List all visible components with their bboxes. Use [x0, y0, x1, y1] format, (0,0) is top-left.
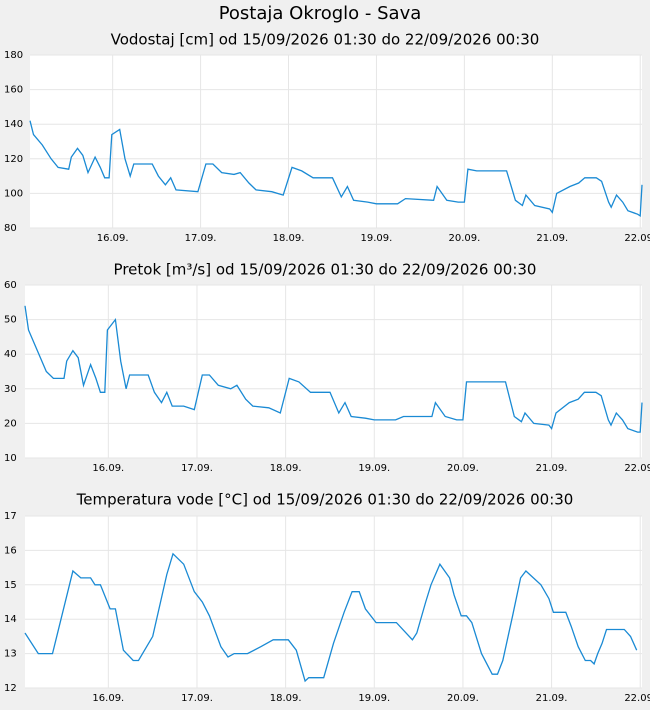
chart-title: Pretok [m³/s] od 15/09/2026 01:30 do 22/…	[114, 261, 537, 279]
x-tick-label: 21.09.	[536, 233, 568, 244]
x-tick-label: 16.09.	[97, 233, 129, 244]
x-tick-label: 20.09.	[447, 463, 479, 474]
y-tick-label: 80	[4, 223, 17, 234]
y-tick-label: 60	[4, 280, 17, 291]
x-tick-label: 19.09.	[358, 463, 390, 474]
y-tick-label: 180	[4, 50, 23, 61]
x-tick-label: 18.09.	[270, 693, 302, 704]
data-line	[29, 120, 643, 218]
y-tick-label: 20	[4, 418, 17, 429]
x-tick-label: 19.09.	[358, 693, 390, 704]
x-tick-label: 17.09.	[181, 693, 213, 704]
y-tick-label: 160	[4, 85, 23, 96]
y-tick-label: 13	[4, 649, 17, 660]
plot-area	[30, 55, 642, 228]
x-tick-label: 19.09.	[361, 233, 393, 244]
chart-title: Vodostaj [cm] od 15/09/2026 01:30 do 22/…	[111, 31, 540, 49]
x-tick-label: 21.09.	[536, 463, 568, 474]
y-tick-label: 14	[4, 614, 17, 625]
plot-area	[25, 285, 642, 458]
y-tick-label: 10	[4, 453, 17, 464]
x-tick-label: 18.09.	[273, 233, 305, 244]
data-line	[24, 552, 638, 683]
x-tick-label: 22.09.	[624, 693, 650, 704]
y-tick-label: 17	[4, 511, 17, 522]
y-tick-label: 16	[4, 545, 17, 556]
page-title: Postaja Okroglo - Sava	[219, 3, 422, 24]
x-tick-label: 21.09.	[536, 693, 568, 704]
data-line	[24, 305, 643, 433]
x-tick-label: 20.09.	[448, 233, 480, 244]
x-tick-label: 17.09.	[181, 463, 213, 474]
x-tick-label: 18.09.	[270, 463, 302, 474]
y-tick-label: 140	[4, 119, 23, 130]
x-tick-label: 20.09.	[447, 693, 479, 704]
y-tick-label: 30	[4, 384, 17, 395]
y-tick-label: 15	[4, 580, 17, 591]
y-tick-label: 40	[4, 349, 17, 360]
x-tick-label: 16.09.	[92, 463, 124, 474]
x-tick-label: 17.09.	[185, 233, 217, 244]
plot-area	[25, 516, 642, 688]
x-tick-label: 22.09.	[624, 233, 650, 244]
y-tick-label: 120	[4, 154, 23, 165]
x-tick-label: 22.09.	[624, 463, 650, 474]
y-tick-label: 12	[4, 683, 17, 694]
y-tick-label: 50	[4, 315, 17, 326]
chart-title: Temperatura vode [°C] od 15/09/2026 01:3…	[76, 491, 574, 509]
x-tick-label: 16.09.	[92, 693, 124, 704]
y-tick-label: 100	[4, 188, 23, 199]
